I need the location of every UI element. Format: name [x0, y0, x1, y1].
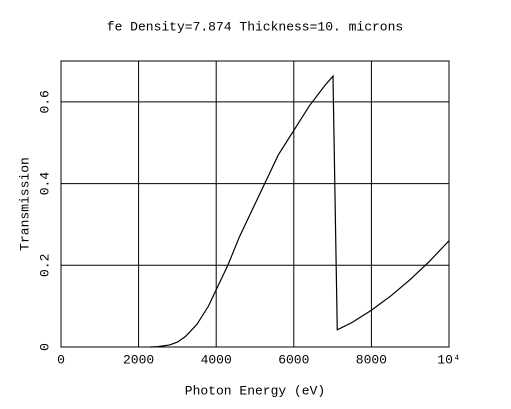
- y-tick-label: 0.2: [37, 254, 52, 277]
- data-line: [150, 74, 450, 348]
- y-tick-label: 0.6: [37, 90, 52, 113]
- y-tick-label: 0.4: [37, 172, 52, 196]
- y-axis-label: Transmission: [17, 157, 32, 251]
- x-tick-label: 0: [57, 352, 65, 367]
- y-tick-label: 0: [37, 343, 52, 351]
- chart-title: fe Density=7.874 Thickness=10. microns: [107, 19, 403, 34]
- x-tick-label: 10⁴: [437, 352, 460, 367]
- x-tick-label: 4000: [201, 352, 232, 367]
- x-axis-label: Photon Energy (eV): [185, 383, 325, 398]
- x-tick-label: 6000: [278, 352, 309, 367]
- x-tick-label: 2000: [123, 352, 154, 367]
- x-tick-label: 8000: [356, 352, 387, 367]
